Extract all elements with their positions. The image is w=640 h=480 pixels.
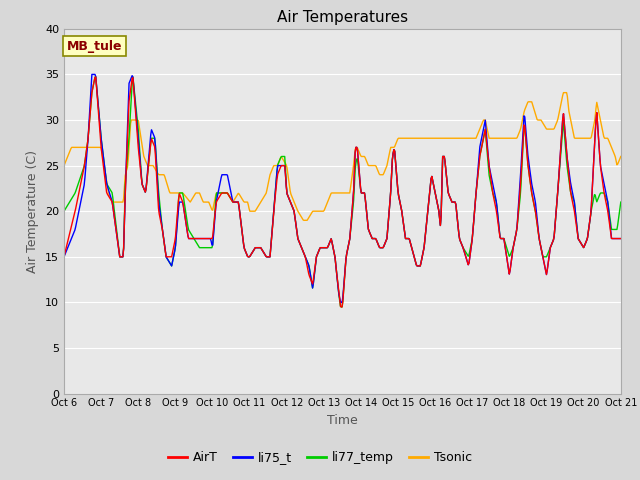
AirT [128, 75, 136, 81]
li75_t [337, 300, 345, 305]
Tsonic [559, 90, 567, 96]
Tsonic [60, 163, 68, 168]
li77_temp [617, 199, 625, 205]
li75_t [185, 236, 193, 241]
li77_temp [70, 192, 78, 198]
Tsonic [214, 190, 221, 196]
Title: Air Temperatures: Air Temperatures [277, 10, 408, 25]
Line: li75_t: li75_t [64, 74, 621, 302]
Y-axis label: Air Temperature (C): Air Temperature (C) [26, 150, 40, 273]
Tsonic [127, 117, 135, 123]
Tsonic [300, 217, 308, 223]
Legend: AirT, li75_t, li77_temp, Tsonic: AirT, li75_t, li77_temp, Tsonic [163, 446, 477, 469]
AirT [617, 236, 625, 241]
AirT [337, 304, 345, 310]
Tsonic [617, 154, 625, 159]
li77_temp [428, 174, 436, 180]
Tsonic [428, 135, 435, 141]
li77_temp [60, 208, 68, 214]
li77_temp [92, 74, 100, 80]
li75_t [428, 174, 436, 180]
Line: AirT: AirT [64, 77, 621, 307]
li77_temp [214, 190, 222, 196]
Text: MB_tule: MB_tule [67, 40, 122, 53]
li77_temp [412, 259, 419, 265]
AirT [70, 213, 78, 218]
li77_temp [128, 81, 136, 86]
AirT [60, 254, 68, 260]
Line: Tsonic: Tsonic [64, 93, 621, 220]
li75_t [60, 254, 68, 260]
Tsonic [184, 196, 192, 202]
li75_t [128, 73, 136, 79]
X-axis label: Time: Time [327, 414, 358, 427]
AirT [412, 259, 419, 265]
li75_t [70, 229, 78, 235]
Line: li77_temp: li77_temp [64, 77, 621, 307]
Tsonic [411, 135, 419, 141]
li75_t [412, 259, 419, 265]
li77_temp [185, 227, 193, 233]
Tsonic [70, 144, 78, 150]
AirT [428, 174, 436, 180]
AirT [214, 196, 222, 202]
li77_temp [337, 304, 345, 310]
li75_t [88, 72, 96, 77]
li75_t [214, 190, 222, 195]
AirT [92, 74, 100, 80]
AirT [185, 236, 193, 241]
li75_t [617, 236, 625, 241]
